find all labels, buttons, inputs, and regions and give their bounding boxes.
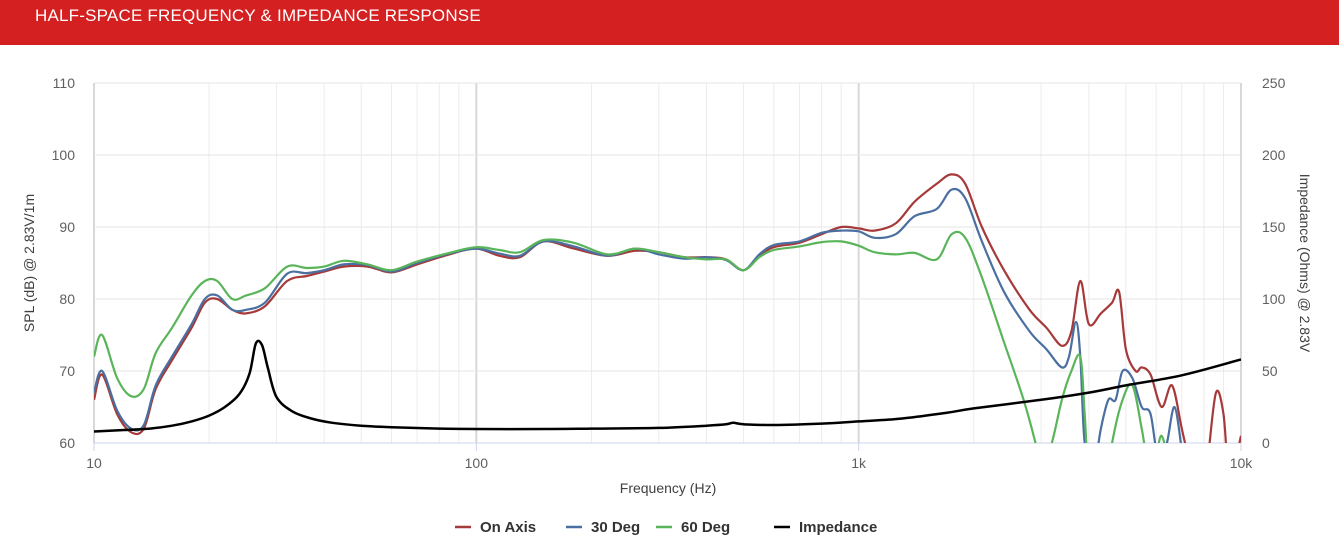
legend-item-on-axis[interactable]: On Axis	[455, 519, 536, 536]
y-axis-title-right: Impedance (Ohms) @ 2.83V	[1297, 174, 1313, 353]
legend-label: 30 Deg	[591, 519, 640, 536]
legend: On Axis 30 Deg 60 Deg Impedance	[455, 519, 877, 536]
grid	[93, 82, 1242, 444]
x-tick-label: 1k	[851, 455, 867, 471]
y-tick-label-right: 150	[1262, 219, 1286, 235]
series-line-on-axis	[94, 173, 1241, 443]
chart-title: HALF-SPACE FREQUENCY & IMPEDANCE RESPONS…	[35, 6, 481, 25]
x-tick-label: 10	[86, 455, 102, 471]
series-group	[94, 173, 1241, 443]
x-tick-label: 100	[465, 455, 489, 471]
y-tick-label-left: 80	[59, 291, 75, 307]
y-tick-label-left: 110	[53, 75, 76, 91]
legend-item-60-deg[interactable]: 60 Deg	[656, 519, 730, 536]
x-axis-ticks: 10 100 1k 10k	[86, 443, 1253, 471]
y-tick-label-left: 70	[59, 363, 75, 379]
y-tick-label-right: 200	[1262, 147, 1286, 163]
y-tick-label-left: 100	[52, 147, 76, 163]
y-tick-label-right: 100	[1262, 291, 1286, 307]
legend-label: 60 Deg	[681, 519, 730, 536]
legend-item-30-deg[interactable]: 30 Deg	[566, 519, 640, 536]
legend-item-impedance[interactable]: Impedance	[774, 519, 877, 536]
series-line-impedance	[94, 339, 1241, 433]
series-line-30-deg	[94, 187, 1182, 443]
y-tick-label-right: 250	[1262, 75, 1286, 91]
y-tick-label-left: 90	[59, 219, 75, 235]
y-tick-label-right: 0	[1262, 435, 1270, 451]
x-axis-title: Frequency (Hz)	[620, 480, 716, 496]
legend-label: Impedance	[799, 519, 877, 536]
y-axis-title-left: SPL (dB) @ 2.83V/1m	[21, 194, 37, 332]
chart-header: HALF-SPACE FREQUENCY & IMPEDANCE RESPONS…	[0, 0, 1339, 45]
right-axis-ticks: 0 50 100 150 200 250	[1262, 75, 1286, 451]
legend-label: On Axis	[480, 519, 536, 536]
y-tick-label-right: 50	[1262, 363, 1278, 379]
left-axis-ticks: 60 70 80 90 100 110	[52, 75, 76, 451]
x-tick-label: 10k	[1230, 455, 1254, 471]
series-line-60-deg	[94, 230, 1166, 443]
y-tick-label-left: 60	[59, 435, 75, 451]
